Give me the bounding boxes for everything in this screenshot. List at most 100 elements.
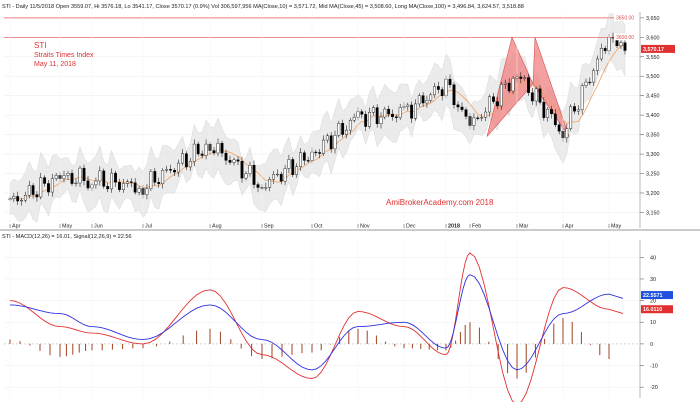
candle-body [503, 82, 507, 85]
candle-body [240, 161, 244, 179]
candle-body [519, 76, 523, 79]
candle-body [527, 77, 530, 93]
candle-body [371, 107, 375, 113]
candle-body [592, 70, 596, 83]
price-tick-label: 3,500 [646, 74, 660, 80]
candle-body [177, 162, 180, 173]
candle-body [496, 101, 499, 107]
candle-body [352, 116, 356, 121]
candle-body [145, 188, 149, 195]
candle-body [82, 167, 86, 181]
candle-body [429, 94, 433, 101]
candle-body [569, 106, 573, 129]
price-tick-label: 3,150 [646, 210, 660, 216]
price-header: STI - Daily 11/5/2018 Open 3559.07, Hi 3… [2, 4, 524, 10]
price-tick-label: 3,650 [646, 16, 660, 22]
ticker-label: STI [34, 41, 46, 50]
candle-body [507, 82, 511, 92]
macd-tick-label: 20 [650, 299, 656, 305]
candle-body [20, 199, 23, 202]
candle-body [272, 174, 275, 180]
candle-body [383, 108, 387, 118]
date-tick-label: Mar [519, 224, 528, 230]
watermark-label: AmiBrokerAcademy.com 2018 [386, 198, 494, 207]
candle-body [492, 96, 495, 102]
candle-body [565, 128, 569, 139]
candle-body [114, 172, 117, 183]
candle-body [244, 173, 248, 179]
last-close-tag [641, 44, 675, 53]
candlesticks [8, 32, 627, 206]
candle-body [188, 161, 192, 168]
price-tick-label: 3,300 [646, 152, 660, 158]
candle-body [406, 104, 410, 107]
candle-body [283, 168, 287, 182]
date-axis: Apr May Jun Jul Aug Sep Oct Nov Dec 2018 Feb Mar Apr… [9, 12, 621, 230]
candle-body [252, 165, 256, 185]
candle-body [596, 58, 599, 71]
candle-body [318, 152, 322, 154]
candle-body [410, 104, 414, 119]
candle-body [368, 112, 371, 127]
candle-body [484, 111, 488, 118]
candle-body [325, 135, 329, 141]
candle-body [157, 182, 161, 185]
date-tick-label: Apr [565, 224, 574, 230]
candle-body [414, 103, 417, 119]
candle-body [16, 196, 20, 202]
price-tick-label: 3,450 [646, 94, 660, 100]
candle-body [129, 181, 133, 183]
date-tick-label: Nov [360, 224, 370, 230]
candle-body [275, 173, 279, 176]
date-tick-label: Sep [264, 224, 274, 230]
candle-body [47, 183, 50, 193]
macd-tick-label: -20 [650, 385, 658, 391]
price-levels: 3650.00 3600.00 3,570.17 [4, 13, 675, 53]
candle-body [118, 182, 121, 190]
candle-body [23, 195, 27, 201]
candle-body [86, 180, 90, 189]
candle-body [184, 153, 188, 168]
level-label-bg [614, 13, 640, 21]
candle-body [557, 124, 561, 132]
candle-body [54, 175, 58, 179]
candle-body [398, 107, 402, 118]
candle-body [248, 165, 252, 174]
level-label-bg [614, 33, 640, 41]
candle-body [43, 177, 47, 184]
candle-body [50, 178, 54, 193]
macd-tick-label: 30 [650, 277, 656, 283]
date-tick-label: May [611, 224, 621, 230]
macd-value-tag [641, 305, 673, 314]
candle-body [456, 104, 460, 108]
date-tick-label: May [62, 224, 72, 230]
candle-body [70, 173, 74, 184]
candle-body [125, 181, 129, 184]
candle-body [35, 194, 39, 198]
candle-body [379, 116, 383, 125]
candle-body [341, 123, 345, 135]
macd-value-tag-label: 22.5571 [643, 293, 663, 299]
candle-body [599, 48, 603, 60]
candle-body [161, 170, 165, 185]
candle-body [448, 78, 452, 85]
candle-body [576, 109, 580, 112]
price-tick-label: 3,350 [646, 133, 660, 139]
candle-body [580, 85, 584, 111]
candle-body [452, 84, 456, 106]
candle-body [299, 152, 302, 167]
candle-body [460, 106, 464, 110]
candle-body [110, 172, 114, 190]
candle-body [106, 186, 110, 190]
candle-body [499, 84, 503, 107]
candle-body [440, 89, 444, 96]
candle-body [228, 160, 232, 163]
candle-body [31, 185, 35, 195]
price-tick-label: 3,400 [646, 113, 660, 119]
macd-value-tag [641, 291, 673, 300]
candle-body [436, 86, 440, 90]
candle-body [603, 48, 607, 52]
index-name-label: Straits Times Index [34, 52, 94, 59]
candle-body [268, 179, 272, 188]
candle-body [153, 171, 157, 183]
